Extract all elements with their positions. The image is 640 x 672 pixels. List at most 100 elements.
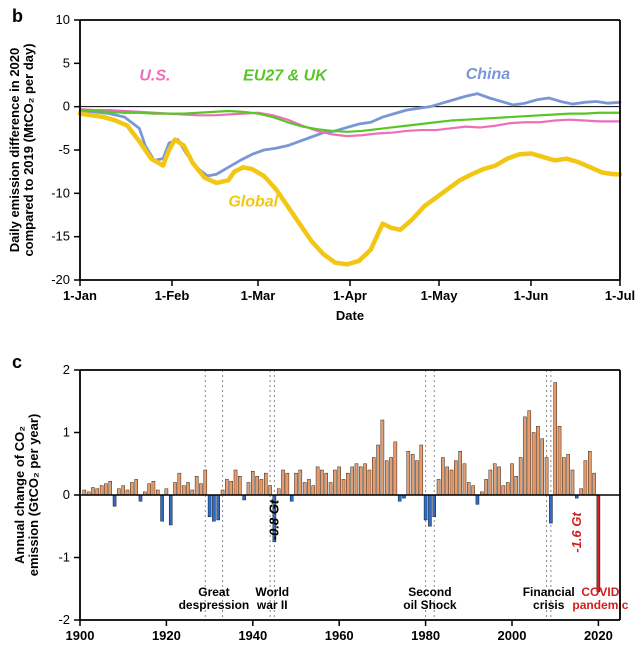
bar-2005: [532, 433, 535, 496]
value-label: -0.8 Gt: [267, 499, 282, 540]
svg-text:1-Jan: 1-Jan: [63, 288, 97, 303]
bar-1931: [212, 495, 215, 521]
bar-1995: [489, 470, 492, 495]
bar-2016: [580, 489, 583, 495]
bar-2017: [584, 461, 587, 495]
bar-1979: [420, 445, 423, 495]
svg-text:1-Apr: 1-Apr: [333, 288, 367, 303]
event-label: Financialcrisis: [523, 585, 575, 612]
bar-1911: [126, 490, 129, 495]
svg-text:2000: 2000: [498, 628, 527, 643]
bar-1985: [446, 467, 449, 495]
bar-1964: [355, 464, 358, 495]
svg-text:1-May: 1-May: [421, 288, 459, 303]
bar-1917: [152, 481, 155, 495]
bar-1961: [342, 479, 345, 495]
bar-1932: [217, 495, 220, 520]
bar-1959: [333, 470, 336, 495]
bar-1991: [472, 486, 475, 495]
svg-text:2020: 2020: [584, 628, 613, 643]
bar-1953: [307, 479, 310, 495]
panel-c-chart: -2-10121900192019401960198020002020Great…: [80, 370, 620, 665]
bar-1977: [411, 454, 414, 495]
bar-1963: [351, 467, 354, 495]
bar-2011: [558, 426, 561, 495]
bar-1903: [91, 488, 94, 496]
svg-text:2: 2: [63, 362, 70, 377]
bar-2020: [597, 495, 600, 592]
bar-1999: [506, 483, 509, 496]
series-label-global: Global: [228, 193, 278, 210]
bar-1935: [230, 481, 233, 495]
bar-1916: [148, 484, 151, 495]
bar-1967: [368, 470, 371, 495]
bar-1904: [96, 489, 99, 495]
bar-2003: [523, 417, 526, 495]
bar-1940: [251, 471, 254, 495]
bar-1910: [122, 486, 125, 495]
bar-1960: [338, 467, 341, 495]
series-label-china: China: [466, 66, 511, 83]
bar-2000: [510, 464, 513, 495]
event-label: Greatdespression: [179, 585, 250, 612]
bar-1952: [303, 483, 306, 496]
panel-b-label: b: [12, 6, 23, 27]
bar-1921: [169, 495, 172, 525]
svg-text:0: 0: [63, 487, 70, 502]
bar-1937: [238, 476, 241, 495]
bar-1949: [290, 495, 293, 501]
panel-b-ylabel: Daily emission difference in 2020compare…: [7, 43, 36, 256]
event-label: Worldwar II: [255, 585, 289, 612]
svg-text:1-Mar: 1-Mar: [241, 288, 276, 303]
bar-1913: [135, 479, 138, 495]
bar-1939: [247, 483, 250, 496]
bar-1981: [428, 495, 431, 526]
bar-1933: [221, 490, 224, 495]
bar-1972: [389, 458, 392, 496]
bar-2014: [571, 470, 574, 495]
bar-1957: [325, 473, 328, 495]
svg-text:5: 5: [63, 55, 70, 70]
bar-1982: [433, 495, 436, 517]
bar-1970: [381, 420, 384, 495]
bar-1996: [493, 464, 496, 495]
event-label: Secondoil Shock: [403, 585, 457, 612]
bar-1965: [359, 467, 362, 495]
svg-text:-2: -2: [58, 612, 70, 627]
value-label: -1.6 Gt: [569, 512, 584, 553]
bar-1924: [182, 486, 185, 495]
panel-c-label: c: [12, 352, 22, 373]
svg-text:0: 0: [63, 99, 70, 114]
bar-1989: [463, 464, 466, 495]
bar-1927: [195, 476, 198, 495]
bar-1941: [256, 476, 259, 495]
svg-text:10: 10: [56, 12, 70, 27]
bar-1971: [385, 461, 388, 495]
bar-1943: [264, 473, 267, 495]
bar-2010: [554, 383, 557, 496]
bar-1930: [208, 495, 211, 517]
svg-text:1-Jun: 1-Jun: [514, 288, 549, 303]
bar-1919: [161, 495, 164, 521]
bar-1986: [450, 470, 453, 495]
bar-1938: [243, 495, 246, 500]
svg-text:-10: -10: [51, 185, 70, 200]
bar-2004: [528, 411, 531, 495]
svg-text:1: 1: [63, 425, 70, 440]
svg-text:-1: -1: [58, 550, 70, 565]
bar-1947: [281, 470, 284, 495]
series-eu: [80, 110, 620, 132]
bar-1983: [437, 479, 440, 495]
svg-text:-20: -20: [51, 272, 70, 287]
bar-1946: [277, 489, 280, 495]
bar-1974: [398, 495, 401, 501]
bar-1992: [476, 495, 479, 504]
bar-1973: [394, 442, 397, 495]
panel-b-xlabel: Date: [336, 308, 364, 323]
panel-c-svg: -2-10121900192019401960198020002020Great…: [80, 370, 620, 660]
bar-1908: [113, 495, 116, 506]
bar-2019: [593, 473, 596, 495]
bar-2009: [549, 495, 552, 523]
bar-1955: [316, 467, 319, 495]
bar-1969: [377, 445, 380, 495]
